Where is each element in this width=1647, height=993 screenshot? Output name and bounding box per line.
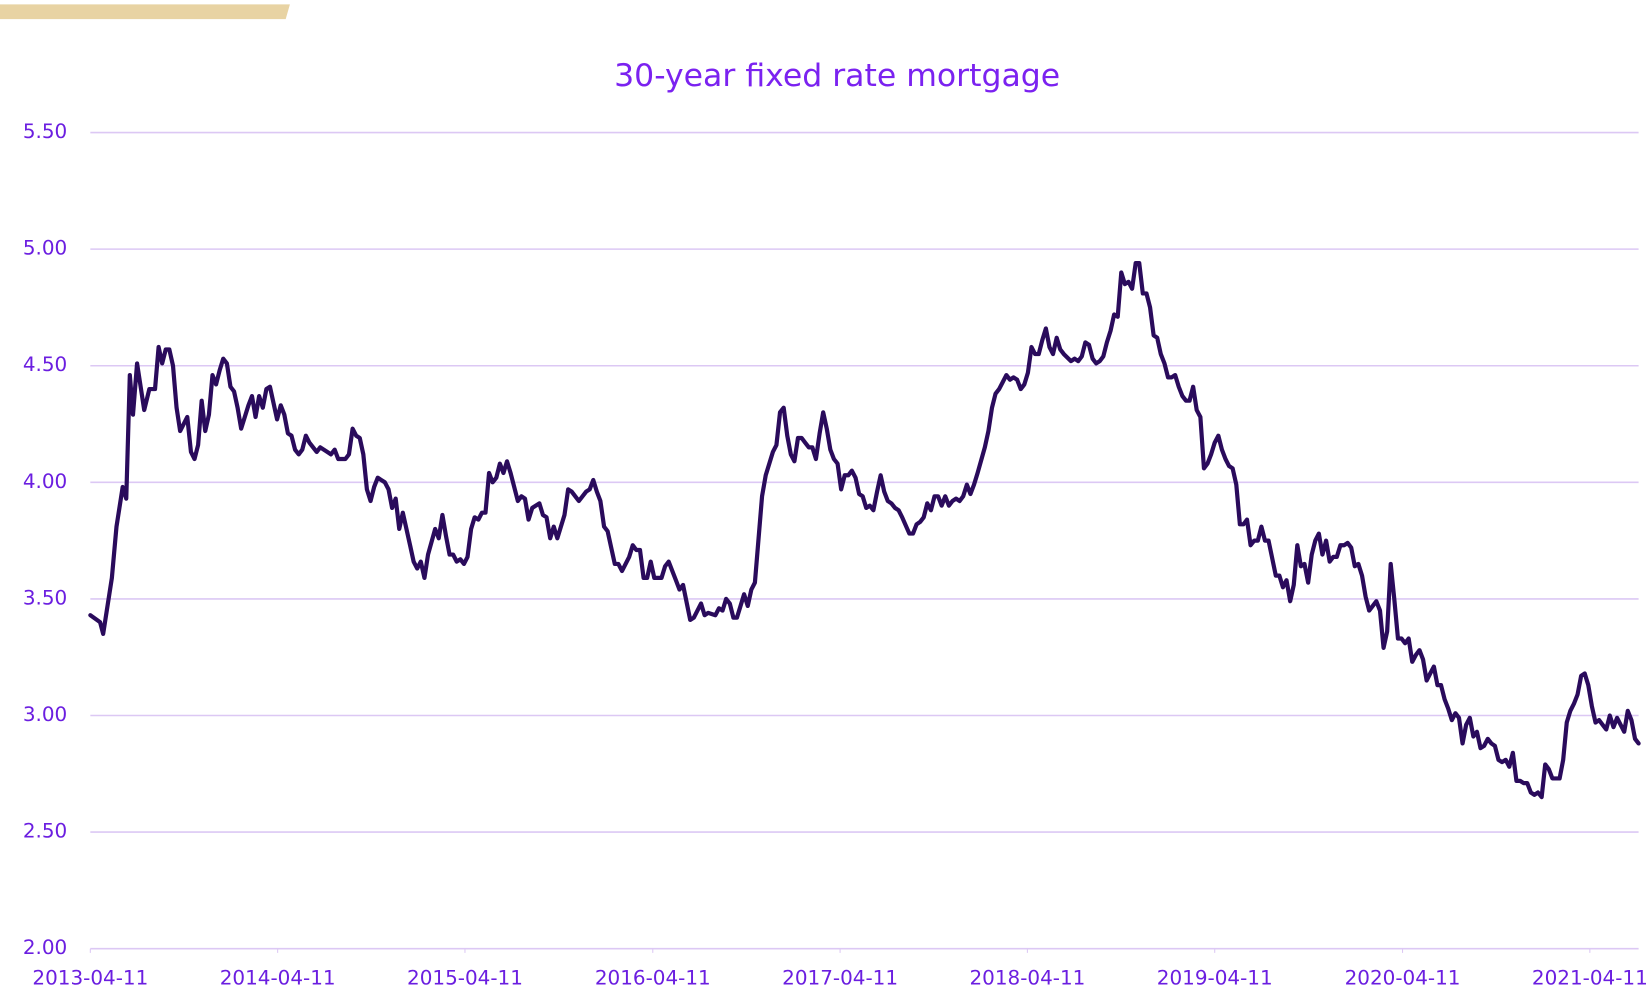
y-tick-label: 2.00 (23, 935, 67, 959)
x-tick-label: 2020-04-11 (1345, 966, 1461, 990)
data-line (88, 261, 1641, 800)
y-tick-label: 5.00 (23, 236, 67, 260)
x-tick-label: 2013-04-11 (32, 966, 148, 990)
chart-title: 30-year fixed rate mortgage (614, 58, 1060, 94)
y-tick-label: 2.50 (23, 819, 67, 843)
y-tick-label: 3.00 (23, 702, 67, 726)
decor-bar (0, 4, 290, 20)
x-tick-label: 2017-04-11 (782, 966, 898, 990)
y-tick-label: 3.50 (23, 585, 67, 609)
x-tick-label: 2018-04-11 (969, 966, 1085, 990)
y-tick-label: 5.50 (23, 119, 67, 143)
x-tick-label: 2019-04-11 (1157, 966, 1273, 990)
y-tick-label: 4.50 (23, 352, 67, 376)
x-tick-label: 2021-04-11 (1532, 966, 1647, 990)
x-tick-label: 2016-04-11 (595, 966, 711, 990)
x-tick-label: 2014-04-11 (220, 966, 336, 990)
x-tick-label: 2015-04-11 (407, 966, 523, 990)
y-tick-label: 4.00 (23, 469, 67, 493)
